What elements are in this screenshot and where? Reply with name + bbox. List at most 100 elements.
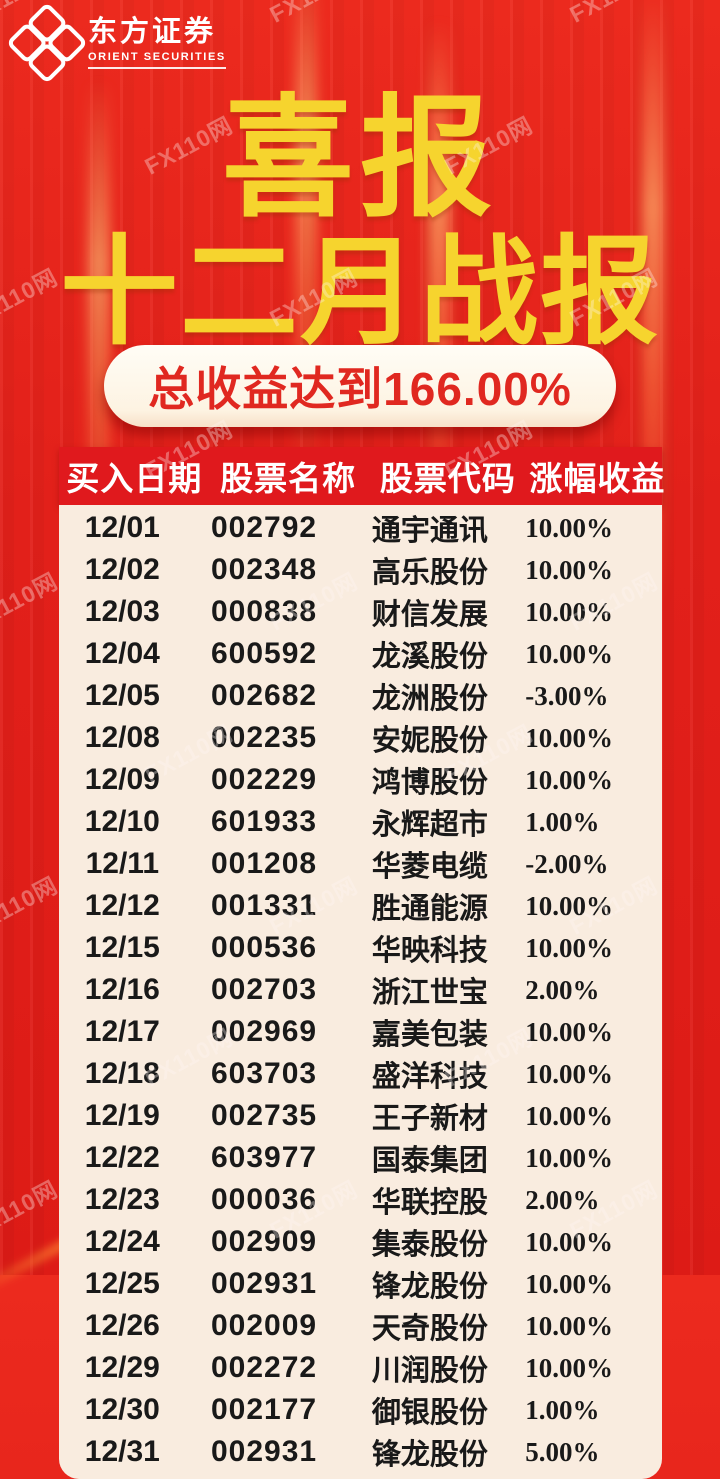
table-cell: 10.00% bbox=[525, 764, 613, 795]
table-header-gain: 涨幅收益 bbox=[529, 460, 666, 497]
table-cell: 1.00% bbox=[525, 1394, 600, 1425]
table-cell: 002229 bbox=[210, 763, 318, 796]
table-cell: 盛洋科技 bbox=[371, 1061, 488, 1093]
table-cell: 12/04 bbox=[84, 637, 160, 670]
table-header-buy-date: 买入日期 bbox=[66, 460, 203, 497]
table-cell: 12/09 bbox=[84, 763, 160, 796]
table-cell: 华映科技 bbox=[371, 935, 488, 967]
table-cell: 12/30 bbox=[84, 1393, 160, 1426]
table-row: 12/23 000036 华联控股 2.00% bbox=[59, 1179, 662, 1221]
table-row: 12/01 002792 通宇通讯 10.00% bbox=[59, 507, 662, 549]
table-cell: 12/15 bbox=[84, 931, 160, 964]
table-cell: 12/16 bbox=[84, 973, 160, 1006]
table-cell: -3.00% bbox=[525, 680, 609, 711]
table-cell: 001208 bbox=[210, 847, 318, 880]
table-cell: 王子新材 bbox=[371, 1103, 488, 1135]
table-cell: 永辉超市 bbox=[371, 809, 488, 841]
brand-logo-text: 东方证券 ORIENT SECURITIES bbox=[88, 15, 226, 69]
table-cell: 10.00% bbox=[525, 1268, 613, 1299]
table-cell: 10.00% bbox=[525, 1226, 613, 1257]
table-cell: 600592 bbox=[210, 637, 318, 670]
table-cell: 12/31 bbox=[84, 1435, 160, 1468]
table-cell: 12/26 bbox=[84, 1309, 160, 1342]
table-cell: 12/25 bbox=[84, 1267, 160, 1300]
table-cell: 12/24 bbox=[84, 1225, 160, 1258]
table-cell: 12/10 bbox=[84, 805, 160, 838]
poster-title: 喜报 bbox=[222, 85, 498, 232]
table-body: 12/01 002792 通宇通讯 10.00% 12/02 002348 高乐股份 10.0… bbox=[59, 505, 662, 1479]
table-cell: 12/22 bbox=[84, 1141, 160, 1174]
table-cell: 12/19 bbox=[84, 1099, 160, 1132]
table-cell: 601933 bbox=[210, 805, 318, 838]
table-cell: 通宇通讯 bbox=[371, 515, 488, 547]
table-cell: 国泰集团 bbox=[371, 1145, 488, 1177]
table-cell: 002235 bbox=[210, 721, 318, 754]
table-cell: 12/11 bbox=[85, 847, 160, 880]
table-cell: 12/23 bbox=[84, 1183, 160, 1216]
table-cell: 10.00% bbox=[525, 722, 613, 753]
table-cell: 10.00% bbox=[525, 638, 613, 669]
table-row: 12/29 002272 川润股份 10.00% bbox=[59, 1347, 662, 1389]
table-row: 12/19 002735 王子新材 10.00% bbox=[59, 1095, 662, 1137]
table-cell: -2.00% bbox=[525, 848, 609, 879]
table-cell: 000838 bbox=[210, 595, 318, 628]
table-cell: 2.00% bbox=[525, 1184, 600, 1215]
table-row: 12/11 001208 华菱电缆 -2.00% bbox=[59, 843, 662, 885]
table-cell: 高乐股份 bbox=[371, 557, 488, 589]
table-row: 12/04 600592 龙溪股份 10.00% bbox=[59, 633, 662, 675]
brand-name-en: ORIENT SECURITIES bbox=[88, 51, 226, 69]
table-row: 12/03 000838 财信发展 10.00% bbox=[59, 591, 662, 633]
table-cell: 002792 bbox=[210, 511, 318, 544]
table-cell: 002682 bbox=[210, 679, 318, 712]
table-cell: 御银股份 bbox=[371, 1397, 488, 1429]
watermark: FX110网 bbox=[0, 871, 62, 940]
table-cell: 002177 bbox=[210, 1393, 318, 1426]
table-cell: 龙洲股份 bbox=[371, 683, 488, 715]
table-cell: 12/01 bbox=[84, 511, 160, 544]
table-row: 12/17 002969 嘉美包装 10.00% bbox=[59, 1011, 662, 1053]
table-cell: 002703 bbox=[210, 973, 318, 1006]
table-cell: 10.00% bbox=[525, 932, 613, 963]
table-cell: 12/18 bbox=[84, 1057, 160, 1090]
table-cell: 10.00% bbox=[525, 1310, 613, 1341]
table-cell: 胜通能源 bbox=[371, 893, 488, 925]
orient-securities-diamond-icon bbox=[3, 0, 91, 87]
table-cell: 12/03 bbox=[84, 595, 160, 628]
table-cell: 12/29 bbox=[84, 1351, 160, 1384]
table-cell: 10.00% bbox=[525, 1142, 613, 1173]
table-row: 12/10 601933 永辉超市 1.00% bbox=[59, 801, 662, 843]
table-row: 12/08 002235 安妮股份 10.00% bbox=[59, 717, 662, 759]
table-row: 12/18 603703 盛洋科技 10.00% bbox=[59, 1053, 662, 1095]
table-cell: 12/05 bbox=[84, 679, 160, 712]
table-cell: 002272 bbox=[210, 1351, 318, 1384]
brand-logo: 东方证券 ORIENT SECURITIES bbox=[5, 1, 226, 85]
table-cell: 002009 bbox=[210, 1309, 318, 1342]
table-cell: 10.00% bbox=[525, 596, 613, 627]
table-cell: 10.00% bbox=[525, 554, 613, 585]
table-cell: 000036 bbox=[210, 1183, 318, 1216]
table-cell: 002909 bbox=[210, 1225, 318, 1258]
table-cell: 华菱电缆 bbox=[371, 851, 488, 883]
table-row: 12/26 002009 天奇股份 10.00% bbox=[59, 1305, 662, 1347]
poster-subtitle: 十二月战报 bbox=[59, 227, 660, 359]
table-cell: 002735 bbox=[210, 1099, 318, 1132]
watermark: FX110网 bbox=[0, 567, 62, 636]
table-cell: 龙溪股份 bbox=[371, 641, 488, 673]
table-row: 12/24 002909 集泰股份 10.00% bbox=[59, 1221, 662, 1263]
table-cell: 001331 bbox=[210, 889, 318, 922]
table-cell: 12/17 bbox=[84, 1015, 160, 1048]
table-cell: 川润股份 bbox=[371, 1355, 488, 1387]
table-cell: 002931 bbox=[210, 1267, 318, 1300]
table-cell: 603977 bbox=[210, 1141, 318, 1174]
table-row: 12/25 002931 锋龙股份 10.00% bbox=[59, 1263, 662, 1305]
table-header-stock-name: 股票名称 bbox=[220, 460, 357, 497]
table-row: 12/22 603977 国泰集团 10.00% bbox=[59, 1137, 662, 1179]
table-cell: 002969 bbox=[210, 1015, 318, 1048]
table-cell: 2.00% bbox=[525, 974, 600, 1005]
table-cell: 10.00% bbox=[525, 1016, 613, 1047]
table-cell: 华联控股 bbox=[371, 1187, 488, 1219]
table-row: 12/12 001331 胜通能源 10.00% bbox=[59, 885, 662, 927]
table-cell: 安妮股份 bbox=[371, 725, 488, 757]
brand-name-cn: 东方证券 bbox=[88, 15, 217, 48]
